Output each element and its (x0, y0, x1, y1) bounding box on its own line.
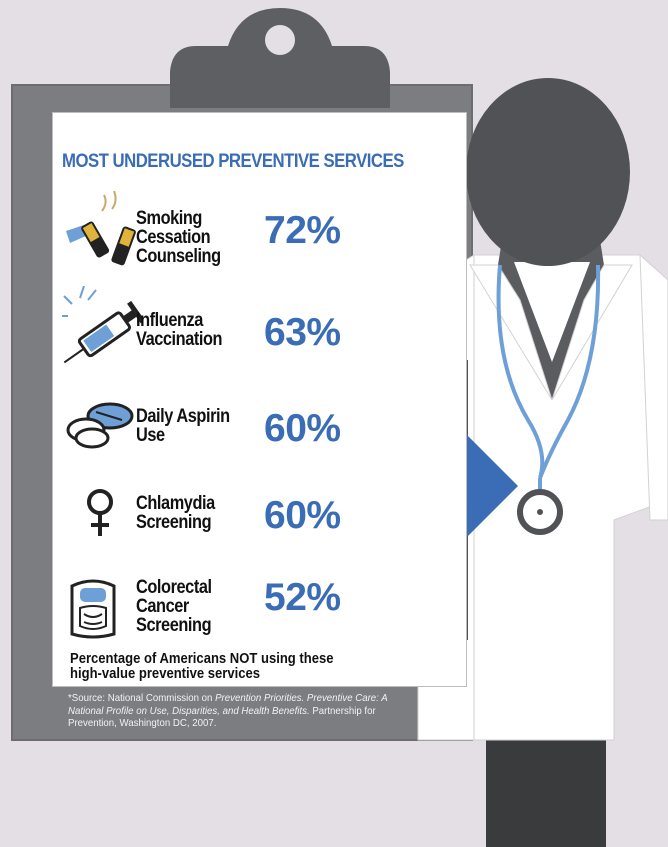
service-label: Chlamydia Screening (136, 493, 215, 533)
clipboard-clip (170, 8, 390, 108)
cigarettes-icon (66, 190, 136, 266)
source-prefix: *Source: National Commission on (68, 692, 216, 704)
service-label: Colorectal Cancer Screening (136, 577, 212, 636)
clipboard-sheet (52, 112, 467, 687)
syringe-icon (62, 286, 142, 364)
source-title: Prevention Priorities. Preventive Care: … (68, 692, 388, 717)
service-label: Smoking Cessation Counseling (136, 208, 221, 267)
service-percent: 72% (264, 209, 341, 252)
service-percent: 52% (264, 576, 341, 619)
anatomy-torso-icon (70, 579, 116, 639)
service-percent: 60% (264, 494, 341, 537)
female-symbol-icon (87, 489, 113, 536)
source-citation: *Source: National Commission on Preventi… (68, 692, 418, 730)
service-percent: 63% (264, 311, 341, 354)
service-label: Daily Aspirin Use (136, 406, 230, 446)
page-title: MOST UNDERUSED PREVENTIVE SERVICES (62, 150, 404, 172)
service-label: Influenza Vaccination (136, 310, 223, 350)
aspirin-pills-icon (66, 402, 134, 449)
service-percent: 60% (264, 407, 341, 450)
chart-caption: Percentage of Americans NOT using these … (70, 651, 334, 682)
source-suffix: Partnership for Prevention, Washington D… (68, 704, 376, 730)
